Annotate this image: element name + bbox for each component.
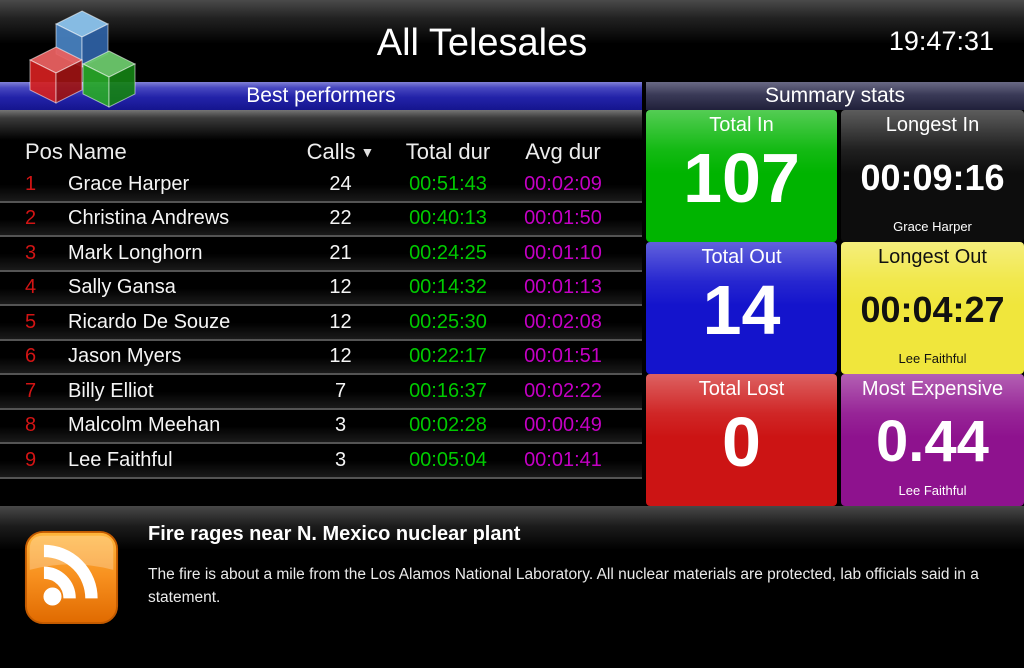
column-header-name[interactable]: Name — [68, 139, 127, 164]
name-cell: Billy Elliot — [68, 379, 154, 402]
news-ticker: Fire rages near N. Mexico nuclear plant … — [0, 506, 1024, 668]
total-dur-cell: 00:40:13 — [409, 207, 487, 230]
rank-cell: 1 — [25, 172, 37, 195]
avg-dur-cell: 00:01:50 — [524, 207, 602, 230]
tile-value: 0.44 — [876, 409, 989, 474]
summary-stats-grid: Total In 107 Longest In 00:09:16 Grace H… — [646, 110, 1024, 506]
tile-longest-out: Longest Out 00:04:27 Lee Faithful — [841, 242, 1024, 374]
calls-cell: 3 — [334, 414, 347, 437]
calls-cell: 22 — [329, 207, 352, 230]
column-header-avg-dur[interactable]: Avg dur — [525, 139, 601, 164]
column-header-pos[interactable]: Pos — [25, 139, 63, 164]
news-headline: Fire rages near N. Mexico nuclear plant — [148, 523, 521, 545]
name-cell: Mark Longhorn — [68, 241, 203, 264]
rank-cell: 2 — [25, 207, 37, 230]
calls-cell: 24 — [329, 172, 352, 195]
sort-desc-icon: ▼ — [360, 144, 375, 160]
name-cell: Malcolm Meehan — [68, 414, 221, 437]
column-header-calls-label: Calls — [306, 139, 356, 164]
total-dur-cell: 00:05:04 — [409, 448, 487, 471]
tile-subtitle: Grace Harper — [893, 219, 972, 234]
calls-cell: 21 — [329, 241, 352, 264]
table-row: 9 Lee Faithful 3 00:05:04 00:01:41 — [0, 444, 642, 479]
rank-cell: 7 — [25, 379, 37, 402]
rank-cell: 6 — [25, 345, 37, 368]
calls-cell: 12 — [329, 310, 352, 333]
tile-title: Total Lost — [698, 378, 785, 400]
name-cell: Sally Gansa — [68, 276, 176, 299]
tile-longest-in: Longest In 00:09:16 Grace Harper — [841, 110, 1024, 242]
table-header-row: Pos Name Calls ▼ Total dur Avg dur — [0, 136, 642, 168]
tile-total-out: Total Out 14 — [646, 242, 837, 374]
table-row: 2 Christina Andrews 22 00:40:13 00:01:50 — [0, 202, 642, 237]
avg-dur-cell: 00:02:22 — [524, 379, 602, 402]
avg-dur-cell: 00:00:49 — [524, 414, 602, 437]
tile-subtitle: Lee Faithful — [898, 483, 967, 498]
total-dur-cell: 00:22:17 — [409, 345, 487, 368]
tile-value: 00:04:27 — [860, 289, 1005, 330]
summary-stats-banner: Summary stats — [646, 82, 1024, 110]
tile-title: Total In — [709, 114, 774, 136]
total-dur-cell: 00:25:30 — [409, 310, 487, 333]
page-title: All Telesales — [376, 22, 588, 64]
calls-cell: 12 — [329, 276, 352, 299]
tile-subtitle: Lee Faithful — [898, 351, 967, 366]
tile-value: 00:09:16 — [860, 157, 1005, 198]
tile-title: Most Expensive — [861, 378, 1004, 400]
avg-dur-cell: 00:01:51 — [524, 345, 602, 368]
name-cell: Ricardo De Souze — [68, 310, 231, 333]
tile-title: Total Out — [701, 246, 782, 268]
column-header-calls[interactable]: Calls ▼ — [293, 139, 388, 165]
avg-dur-cell: 00:02:08 — [524, 310, 602, 333]
tile-total-lost: Total Lost 0 — [646, 374, 837, 506]
tile-most-expensive: Most Expensive 0.44 Lee Faithful — [841, 374, 1024, 506]
rank-cell: 5 — [25, 310, 37, 333]
section-banners: Best performers Summary stats — [0, 82, 1024, 110]
total-dur-cell: 00:14:32 — [409, 276, 487, 299]
tile-value: 107 — [683, 139, 800, 217]
avg-dur-cell: 00:01:13 — [524, 276, 602, 299]
total-dur-cell: 00:16:37 — [409, 379, 487, 402]
name-cell: Grace Harper — [68, 172, 190, 195]
tile-title: Longest Out — [878, 246, 987, 268]
calls-cell: 12 — [329, 345, 352, 368]
rank-cell: 8 — [25, 414, 37, 437]
total-dur-cell: 00:51:43 — [409, 172, 487, 195]
panel-divider — [642, 110, 646, 506]
news-body: The fire is about a mile from the Los Al… — [148, 566, 979, 606]
calls-cell: 3 — [334, 448, 347, 471]
table-row: 1 Grace Harper 24 00:51:43 00:02:09 — [0, 168, 642, 203]
table-row: 3 Mark Longhorn 21 00:24:25 00:01:10 — [0, 237, 642, 272]
banner-divider — [642, 82, 646, 110]
avg-dur-cell: 00:01:10 — [524, 241, 602, 264]
rank-cell: 3 — [25, 241, 37, 264]
table-row: 7 Billy Elliot 7 00:16:37 00:02:22 — [0, 375, 642, 410]
table-row: 4 Sally Gansa 12 00:14:32 00:01:13 — [0, 271, 642, 306]
avg-dur-cell: 00:02:09 — [524, 172, 602, 195]
name-cell: Christina Andrews — [68, 207, 230, 230]
clock: 19:47:31 — [888, 26, 994, 56]
total-dur-cell: 00:24:25 — [409, 241, 487, 264]
rank-cell: 4 — [25, 276, 37, 299]
column-header-total-dur[interactable]: Total dur — [405, 139, 491, 164]
avg-dur-cell: 00:01:41 — [524, 448, 602, 471]
total-dur-cell: 00:02:28 — [409, 414, 487, 437]
main-content: Pos Name Calls ▼ Total dur Avg dur 1 Grac… — [0, 110, 1024, 506]
rss-icon — [24, 530, 119, 625]
calls-cell: 7 — [334, 379, 347, 402]
table-row: 6 Jason Myers 12 00:22:17 00:01:51 — [0, 340, 642, 375]
tile-value: 14 — [702, 271, 781, 349]
table-row: 8 Malcolm Meehan 3 00:02:28 00:00:49 — [0, 409, 642, 444]
best-performers-table: Pos Name Calls ▼ Total dur Avg dur 1 Grac… — [0, 110, 642, 506]
rank-cell: 9 — [25, 448, 37, 471]
name-cell: Jason Myers — [68, 345, 182, 368]
table-row: 5 Ricardo De Souze 12 00:25:30 00:02:08 — [0, 306, 642, 341]
tile-value: 0 — [722, 403, 761, 481]
tile-total-in: Total In 107 — [646, 110, 837, 242]
cubes-logo-icon — [28, 10, 137, 108]
header: All Telesales 19:47:31 — [0, 0, 1024, 108]
name-cell: Lee Faithful — [68, 448, 173, 471]
tile-title: Longest In — [885, 114, 980, 136]
